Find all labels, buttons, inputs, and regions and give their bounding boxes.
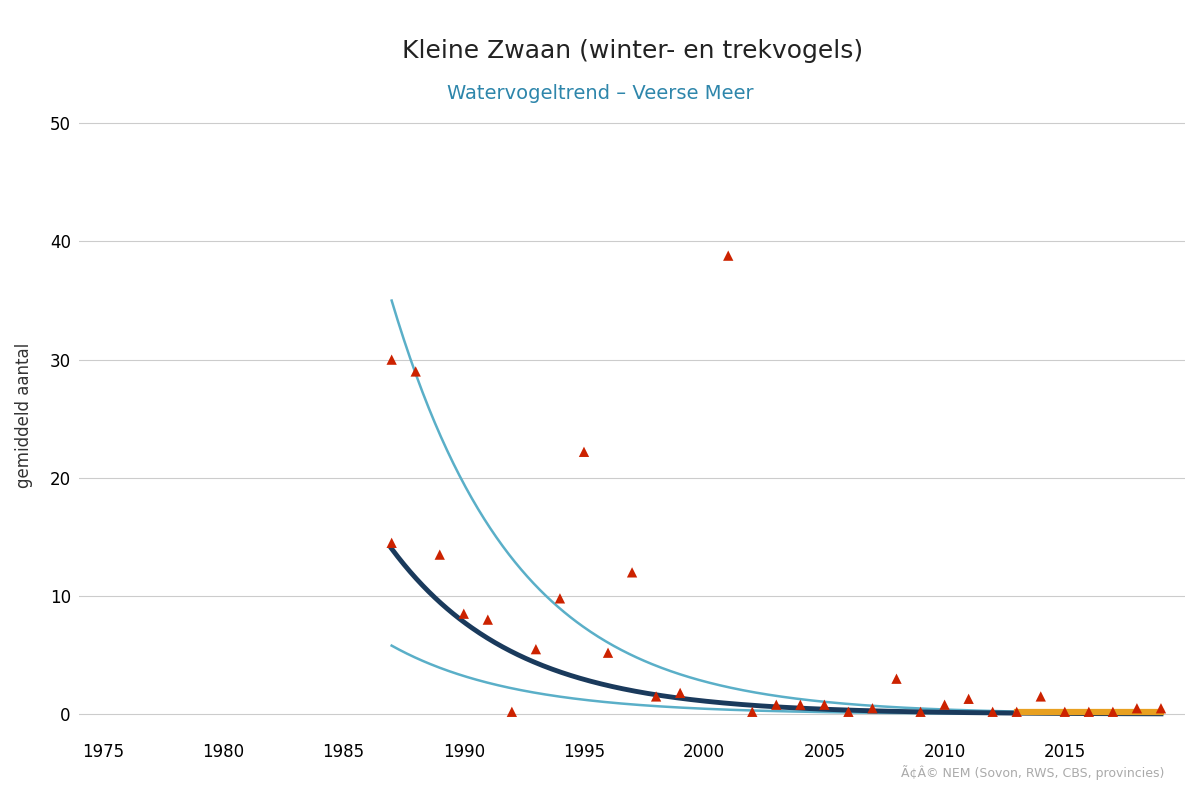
Point: [479, 614, 498, 626]
Point: [959, 693, 978, 706]
Point: [887, 672, 906, 685]
Point: [382, 537, 401, 550]
Point: [503, 706, 522, 718]
Point: [623, 566, 642, 578]
Point: [791, 698, 810, 711]
Point: [647, 690, 666, 703]
Point: [863, 702, 882, 714]
Point: [1151, 702, 1170, 714]
Point: [551, 592, 570, 605]
Point: [767, 698, 786, 711]
Point: [1055, 706, 1074, 718]
Point: [839, 706, 858, 718]
Point: [599, 646, 618, 659]
Text: Ã¢Â© NEM (Sovon, RWS, CBS, provincies): Ã¢Â© NEM (Sovon, RWS, CBS, provincies): [901, 765, 1164, 780]
Point: [1079, 706, 1098, 718]
Point: [454, 607, 473, 620]
Point: [1127, 702, 1146, 714]
Point: [671, 686, 690, 699]
Point: [1031, 690, 1050, 703]
Point: [815, 698, 834, 711]
Point: [935, 698, 954, 711]
Point: [406, 365, 425, 378]
Point: [382, 354, 401, 366]
Point: [743, 706, 762, 718]
Point: [983, 706, 1002, 718]
Point: [575, 446, 594, 458]
Point: [430, 548, 449, 561]
Point: [527, 642, 546, 655]
Point: [719, 250, 738, 262]
Text: Watervogeltrend – Veerse Meer: Watervogeltrend – Veerse Meer: [446, 84, 754, 103]
Title: Kleine Zwaan (winter- en trekvogels): Kleine Zwaan (winter- en trekvogels): [402, 39, 863, 63]
Point: [1103, 706, 1122, 718]
Point: [911, 706, 930, 718]
Point: [1007, 706, 1026, 718]
Y-axis label: gemiddeld aantal: gemiddeld aantal: [16, 343, 34, 489]
